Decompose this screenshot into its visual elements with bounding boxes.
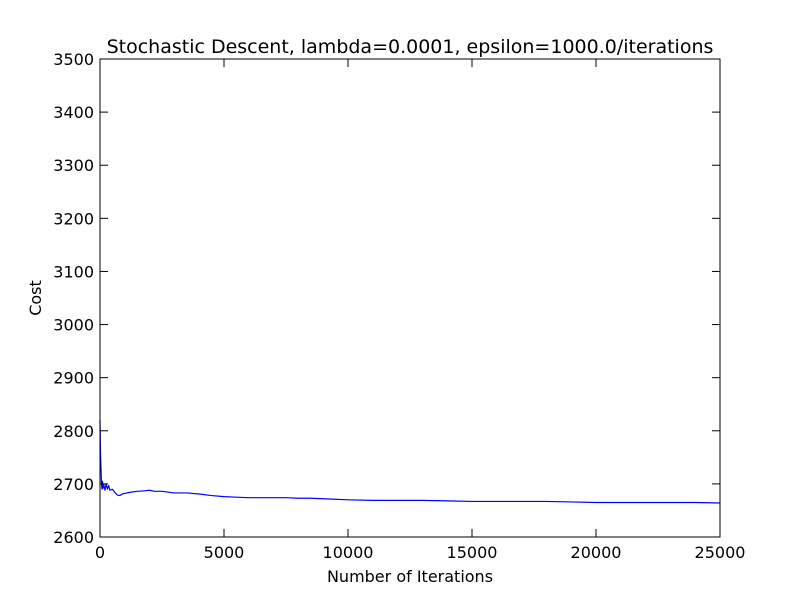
y-axis-label: Cost (26, 280, 45, 316)
x-tick-label: 20000 (571, 543, 622, 562)
x-axis-label: Number of Iterations (327, 567, 493, 586)
x-tick-label: 15000 (447, 543, 498, 562)
series-layer (99, 420, 721, 504)
y-tick-label: 2900 (53, 369, 94, 388)
cost-series-line (99, 420, 721, 504)
y-tick-label: 3100 (53, 262, 94, 281)
y-tick-label: 3400 (53, 103, 94, 122)
y-tick-label: 2700 (53, 475, 94, 494)
plot-frame (99, 58, 721, 538)
y-tick-label: 3300 (53, 156, 94, 175)
x-tick-label: 0 (95, 543, 105, 562)
y-tick-label: 3000 (53, 316, 94, 335)
ticks-layer: 0 5000 10000 15000 20000 25000 2600 2700 2800 290… (53, 50, 745, 562)
x-tick-label: 25000 (695, 543, 746, 562)
x-tick-label: 5000 (204, 543, 245, 562)
chart-title: Stochastic Descent, lambda=0.0001, epsil… (107, 36, 714, 58)
y-tick-label: 2600 (53, 528, 94, 547)
y-tick-label: 3200 (53, 209, 94, 228)
y-tick-label: 2800 (53, 422, 94, 441)
y-tick-label: 3500 (53, 50, 94, 69)
x-tick-label: 10000 (323, 543, 374, 562)
